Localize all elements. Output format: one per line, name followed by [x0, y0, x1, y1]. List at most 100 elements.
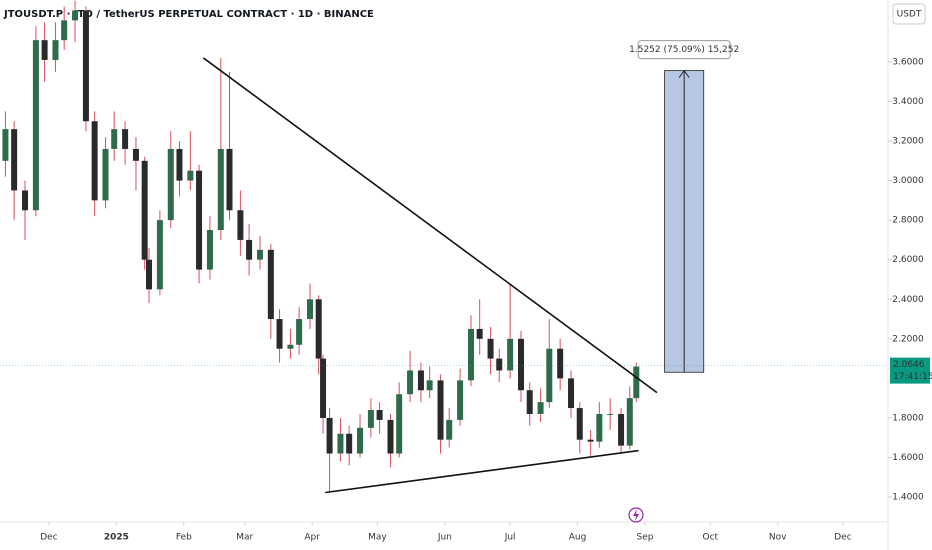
currency: USDT [897, 10, 922, 20]
candle-body [246, 239, 253, 260]
candle-body [167, 148, 174, 221]
candle-body [437, 380, 444, 440]
candle-body [82, 10, 89, 122]
candle-body [296, 319, 303, 345]
candle-body [237, 210, 244, 240]
candle-body [487, 338, 494, 359]
y-tick-label: 1.6000 [892, 453, 924, 463]
candle-body [546, 348, 553, 403]
candle-body [596, 413, 603, 442]
y-tick-label: 3.0000 [892, 176, 924, 186]
candle-body [396, 394, 403, 454]
x-tick-label: May [368, 533, 387, 543]
candle-body [287, 344, 294, 349]
x-tick-label: Apr [304, 533, 320, 543]
x-tick-label: Jul [504, 533, 516, 543]
trendline [325, 449, 639, 494]
candle-body [52, 40, 59, 60]
candle-body [276, 319, 283, 349]
candle-body [41, 40, 48, 60]
candle-body [357, 427, 364, 454]
candle-body [417, 370, 424, 391]
candle-body [618, 413, 625, 446]
y-tick-label: 3.4000 [892, 97, 924, 107]
candle-body [267, 249, 274, 320]
candle-body [306, 299, 313, 320]
y-tick-label: 2.8000 [892, 216, 924, 226]
x-tick-label: Dec [834, 533, 851, 543]
candle-body [367, 410, 374, 428]
measure-arrow-head [678, 69, 690, 78]
candle-body [557, 348, 564, 379]
candle-body [537, 402, 544, 414]
currency-box[interactable] [892, 3, 926, 25]
candle-body [187, 170, 194, 181]
candle-body [196, 170, 203, 270]
candle-body [176, 148, 183, 181]
candle-body [326, 417, 333, 454]
candle-body [446, 419, 453, 440]
candle-body [633, 366, 640, 399]
candle-body [217, 148, 224, 231]
candle-body [387, 419, 394, 454]
x-tick-label: Aug [569, 533, 587, 543]
candle-body [2, 129, 9, 161]
candle-body [526, 390, 533, 414]
last-price-label: 2.0646 [893, 360, 925, 370]
x-tick-label: Dec [40, 533, 57, 543]
candle-body [226, 148, 233, 211]
candle-body [320, 358, 327, 418]
candle-body [146, 259, 153, 290]
candle-body [132, 148, 139, 161]
candle-body [626, 398, 633, 446]
candle-body [457, 380, 464, 420]
y-tick-label: 3.6000 [892, 57, 924, 67]
candle-body [122, 129, 129, 149]
candle-body [607, 413, 614, 415]
candle-body [206, 230, 213, 270]
candle-body [22, 190, 29, 211]
x-tick-label: 2025 [104, 533, 129, 543]
measure-label-box [637, 40, 731, 60]
candle-body [337, 433, 344, 454]
y-tick-label: 1.8000 [892, 413, 924, 423]
candle-body [111, 129, 118, 149]
y-tick-label: 2.4000 [892, 295, 924, 305]
countdown-label: 17:41:15 [893, 372, 932, 382]
x-tick-label: Jun [437, 533, 452, 543]
candle-body [91, 121, 98, 201]
x-tick-label: Nov [769, 533, 787, 543]
candle-body [141, 160, 148, 260]
y-tick-label: 2.6000 [892, 255, 924, 265]
measure-label: 1.5252 (75.09%) 15,252 [629, 40, 739, 60]
candle-body [256, 249, 263, 260]
trendline [202, 57, 658, 394]
candle-body [315, 299, 322, 359]
candle-body [346, 433, 353, 454]
candle-body [426, 380, 433, 391]
x-tick-label: Sep [637, 533, 654, 543]
measure-label-text: 1.5252 (75.09%) 15,252 [629, 45, 739, 55]
candle-body [11, 129, 18, 191]
candle-body [407, 370, 414, 395]
x-tick-label: Feb [176, 533, 192, 543]
candle-body [156, 220, 163, 290]
x-tick-label: Mar [236, 533, 253, 543]
candle-body [467, 328, 474, 381]
candle-body [518, 338, 525, 391]
y-tick-label: 2.2000 [892, 334, 924, 344]
candle-body [72, 10, 79, 21]
y-tick-label: 3.2000 [892, 137, 924, 147]
replay-icon[interactable] [628, 507, 644, 523]
candle-body [61, 20, 68, 41]
candle-body [496, 358, 503, 371]
candle-body [507, 338, 514, 371]
candle-body [102, 148, 109, 201]
candle-body [587, 439, 594, 442]
chart-title: JTOUSDT.P · JTO / TetherUS PERPETUAL CON… [3, 9, 374, 20]
last-price-box [890, 357, 930, 384]
y-tick-label: 1.4000 [892, 493, 924, 503]
candle-body [32, 40, 39, 211]
